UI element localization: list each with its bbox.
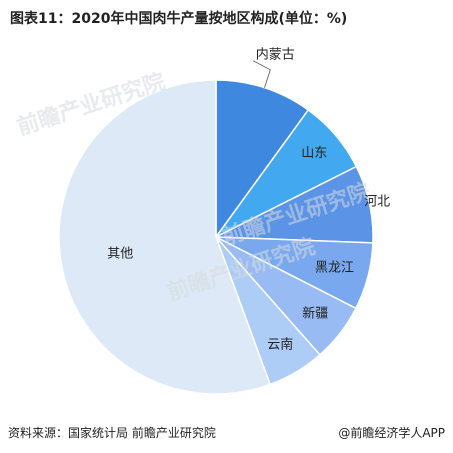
chart-title: 图表11：2020年中国肉牛产量按地区构成(单位：%): [10, 11, 348, 27]
slice-label-3: 黑龙江: [315, 260, 354, 275]
footer-brand: @前瞻经济学人APP: [338, 426, 445, 440]
slice-label-1: 山东: [301, 146, 327, 161]
slice-label-4: 新疆: [302, 306, 328, 322]
pie-slice-6: [58, 79, 272, 395]
slice-label-2: 河北: [364, 195, 390, 210]
slice-label-6: 其他: [107, 247, 133, 262]
footer-source: 资料来源：国家统计局 前瞻产业研究院: [8, 426, 216, 440]
leader-line: [253, 60, 271, 88]
slice-label-0: 内蒙古: [256, 46, 295, 62]
slice-label-5: 云南: [267, 336, 293, 352]
